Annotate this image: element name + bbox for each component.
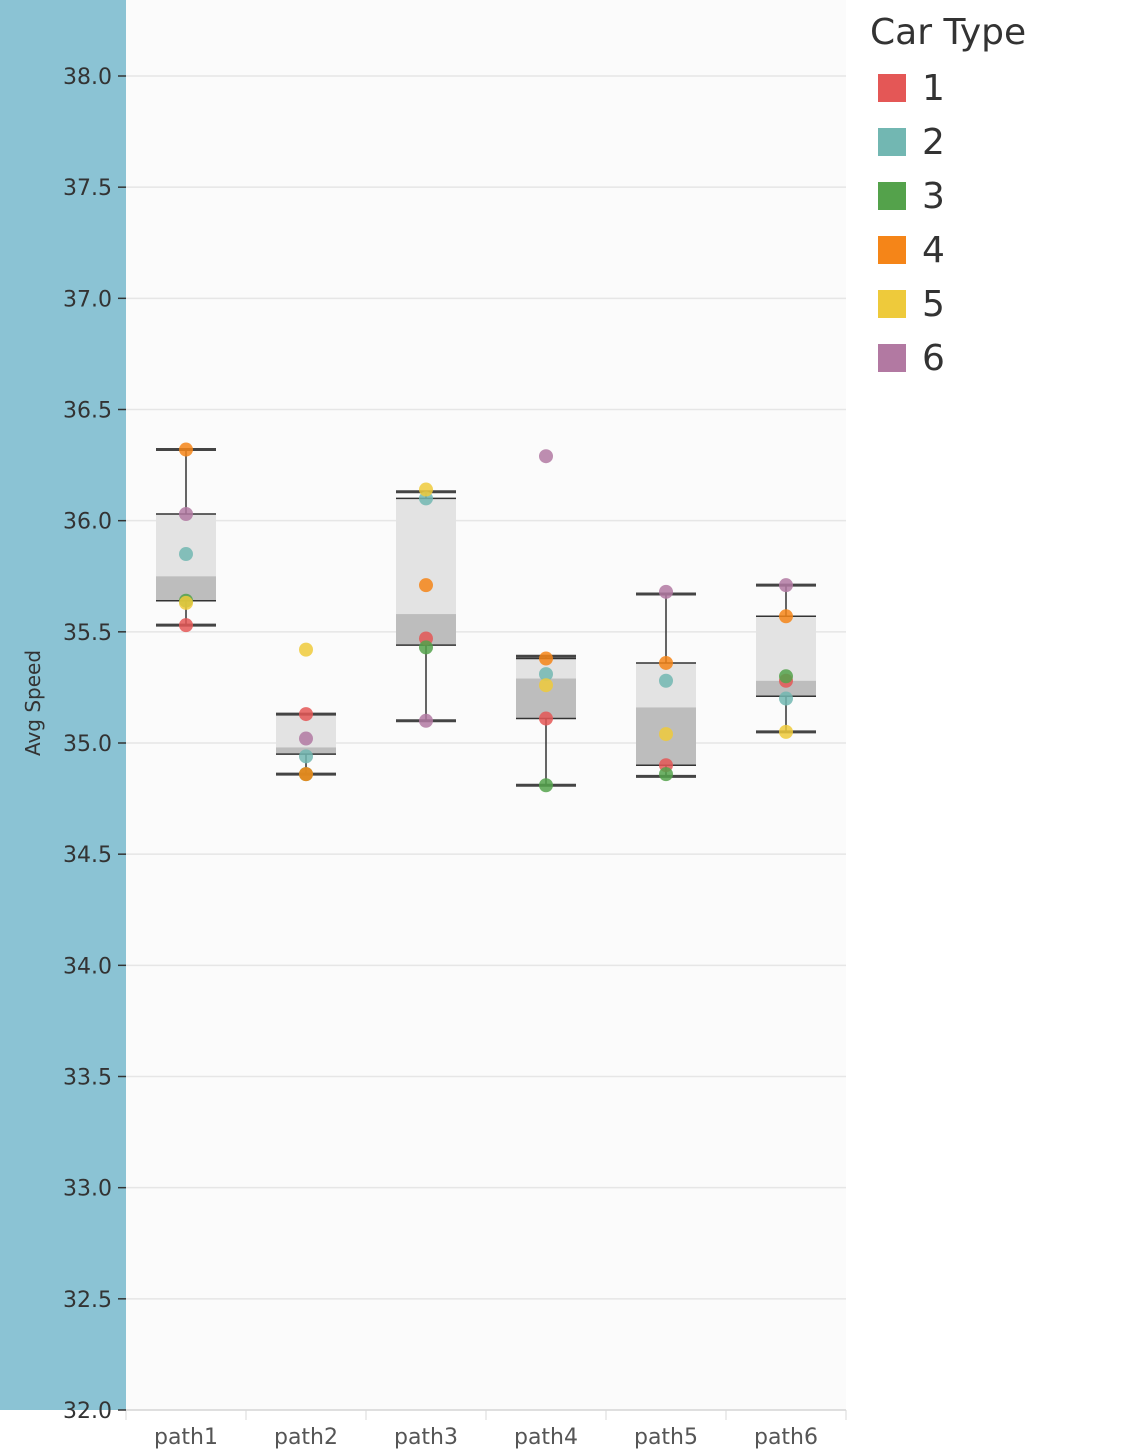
legend-label: 5 (922, 284, 945, 325)
legend-label: 4 (922, 230, 945, 271)
x-tick-label: path4 (514, 1425, 578, 1450)
data-point (179, 507, 193, 521)
data-point (419, 483, 433, 497)
x-tick-label: path6 (754, 1425, 818, 1450)
legend-swatch (878, 236, 906, 264)
legend-item[interactable]: 4 (868, 223, 1138, 277)
legend-label: 3 (922, 176, 945, 217)
y-axis-label: Avg Speed (21, 650, 45, 756)
legend-item[interactable]: 3 (868, 169, 1138, 223)
y-tick-label: 35.0 (63, 732, 112, 757)
data-point (659, 767, 673, 781)
x-tick-label: path3 (394, 1425, 458, 1450)
legend-swatch (878, 182, 906, 210)
data-point (539, 652, 553, 666)
legend-swatch (878, 74, 906, 102)
plot-area (126, 0, 846, 1410)
x-axis: path1 path2 path3 path4 path5 path6 (126, 1410, 846, 1450)
data-point (539, 678, 553, 692)
y-tick-label: 37.5 (63, 176, 112, 201)
y-tick-label: 33.0 (63, 1177, 112, 1202)
legend-swatch (878, 344, 906, 372)
data-point (299, 707, 313, 721)
data-point (419, 714, 433, 728)
data-point (179, 443, 193, 457)
legend-item[interactable]: 5 (868, 277, 1138, 331)
x-tick-label: path2 (274, 1425, 338, 1450)
legend-swatch (878, 128, 906, 156)
legend-item[interactable]: 1 (868, 61, 1138, 115)
legend-label: 2 (922, 122, 945, 163)
data-point (779, 609, 793, 623)
data-point (179, 596, 193, 610)
data-point (299, 749, 313, 763)
data-point (659, 674, 673, 688)
y-tick-label: 38.0 (63, 65, 112, 90)
data-point (299, 767, 313, 781)
legend-item[interactable]: 2 (868, 115, 1138, 169)
chart-root: path1 path2 path3 path4 path5 path6 38.0 37.5 3… (0, 0, 1146, 1452)
x-tick-label: path1 (154, 1425, 218, 1450)
data-point (779, 578, 793, 592)
data-point (539, 712, 553, 726)
y-tick-label: 34.5 (63, 843, 112, 868)
legend-items: 1 2 3 4 5 6 (868, 61, 1138, 385)
y-tick-label: 34.0 (63, 954, 112, 979)
legend-item[interactable]: 6 (868, 331, 1138, 385)
y-tick-label: 36.5 (63, 399, 112, 424)
data-point (299, 643, 313, 657)
legend-label: 6 (922, 338, 945, 379)
y-tick-label: 36.0 (63, 510, 112, 535)
y-tick-label: 33.5 (63, 1066, 112, 1091)
data-point (779, 669, 793, 683)
data-point (299, 732, 313, 746)
data-point (419, 640, 433, 654)
x-tick-label: path5 (634, 1425, 698, 1450)
data-point (659, 656, 673, 670)
box-upper-half (396, 498, 456, 614)
data-point (539, 778, 553, 792)
data-point (539, 449, 553, 463)
y-tick-label: 37.0 (63, 287, 112, 312)
y-tick-label: 32.0 (63, 1399, 112, 1424)
data-point (779, 725, 793, 739)
data-point (659, 585, 673, 599)
y-tick-label: 35.5 (63, 621, 112, 646)
data-point (419, 578, 433, 592)
legend-label: 1 (922, 68, 945, 109)
box-upper-half (156, 514, 216, 576)
legend-swatch (878, 290, 906, 318)
data-point (179, 547, 193, 561)
legend: Car Type 1 2 3 4 5 6 (868, 12, 1138, 385)
data-point (179, 618, 193, 632)
y-tick-label: 32.5 (63, 1288, 112, 1313)
data-point (659, 727, 673, 741)
data-point (779, 692, 793, 706)
legend-title: Car Type (870, 12, 1138, 53)
